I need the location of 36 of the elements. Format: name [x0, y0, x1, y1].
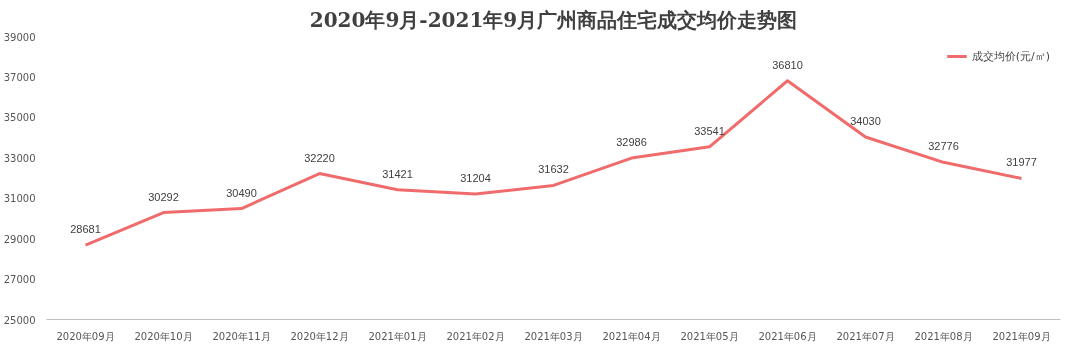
y-tick-label: 29000: [3, 233, 36, 245]
y-tick-label: 33000: [3, 152, 36, 164]
data-label: 34030: [850, 114, 881, 127]
y-tick-label: 37000: [3, 71, 36, 83]
y-tick-label: 39000: [3, 31, 36, 43]
y-tick-label: 31000: [3, 193, 36, 205]
x-tick-label: 2021年01月: [368, 330, 427, 342]
data-label: 30490: [226, 186, 257, 199]
y-tick-label: 27000: [3, 274, 36, 286]
data-label: 31632: [538, 163, 569, 176]
data-label: 31421: [382, 167, 413, 180]
x-tick-label: 2021年03月: [524, 330, 583, 342]
x-tick-label: 2021年09月: [992, 330, 1051, 342]
x-tick-label: 2021年08月: [914, 330, 973, 342]
x-tick-label: 2021年02月: [446, 330, 505, 342]
data-label: 36810: [772, 58, 803, 71]
x-tick-label: 2021年06月: [758, 330, 817, 342]
data-label: 28681: [70, 223, 101, 236]
y-tick-label: 25000: [3, 314, 36, 326]
data-label: 32776: [928, 140, 959, 153]
legend-label: 成交均价(元/㎡): [971, 48, 1050, 64]
x-tick-label: 2021年05月: [680, 330, 739, 342]
x-tick-label: 2021年07月: [836, 330, 895, 342]
x-tick-label: 2020年10月: [134, 330, 193, 342]
y-tick-label: 35000: [3, 112, 36, 124]
data-label: 32220: [304, 151, 335, 164]
data-label: 32986: [616, 136, 647, 149]
x-tick-label: 2020年09月: [56, 330, 115, 342]
x-tick-label: 2021年04月: [602, 330, 661, 342]
chart-title: 2020年9月-2021年9月广州商品住宅成交均价走势图: [309, 7, 798, 32]
data-label: 30292: [148, 190, 179, 203]
x-tick-label: 2020年12月: [290, 330, 349, 342]
x-tick-label: 2020年11月: [212, 330, 271, 342]
data-label: 31977: [1006, 156, 1037, 169]
data-label: 33541: [694, 124, 725, 137]
data-label: 31204: [460, 172, 491, 185]
